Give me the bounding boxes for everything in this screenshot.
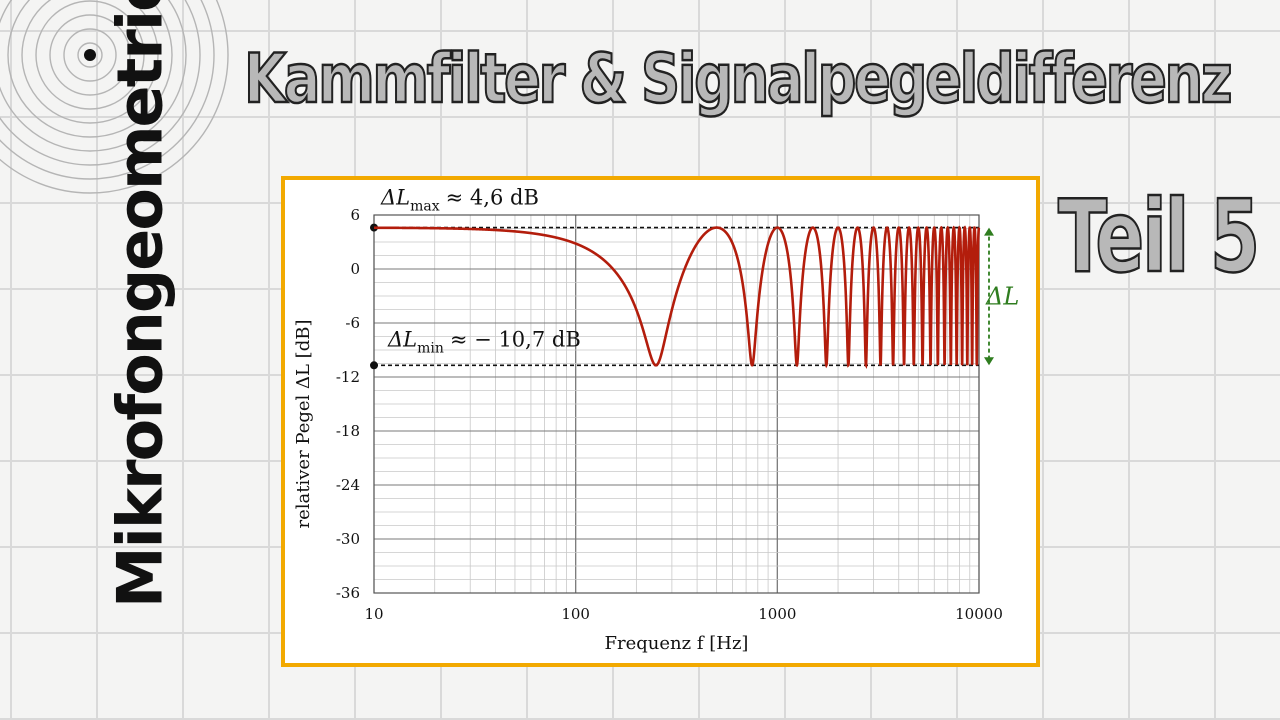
annotation-min-sub: min	[417, 340, 444, 356]
annotation-max-sub: max	[410, 199, 440, 215]
part-label: Teil 5	[1057, 177, 1261, 297]
annotation-max-symbol: ΔL	[380, 186, 410, 210]
annotation-min: ΔLmin ≈ − 10,7 dB	[387, 327, 581, 356]
x-tick-label: 100	[561, 605, 590, 623]
y-tick-label: 6	[350, 206, 360, 224]
annotation-min-value: ≈ − 10,7 dB	[450, 327, 581, 351]
y-tick-label: -24	[336, 476, 360, 494]
x-tick-label: 10	[364, 605, 383, 623]
series-line-comb-filter	[374, 225, 981, 370]
reference-lines	[370, 223, 994, 370]
page-title: Kammfilter & Signalpegeldifferenz	[243, 39, 1234, 121]
y-axis-label: relativer Pegel ΔL [dB]	[293, 320, 314, 529]
min-marker	[370, 361, 378, 370]
delta-range-label: ΔL	[985, 282, 1019, 310]
x-axis-label: Frequenz f [Hz]	[605, 633, 749, 654]
y-tick-label: -6	[345, 314, 360, 332]
y-tick-label: -30	[336, 530, 360, 548]
y-tick-label: -12	[336, 368, 360, 386]
x-tick-label: 1000	[758, 605, 796, 623]
concentric-rings-icon	[0, 0, 229, 194]
brand-name: Mikrofongeometrie	[103, 0, 177, 609]
delta-arrow-down	[984, 357, 994, 366]
x-tick-label: 10000	[955, 605, 1003, 623]
y-tick-label: -36	[336, 584, 360, 602]
chart-grid	[373, 214, 980, 594]
annotation-max: ΔLmax ≈ 4,6 dB	[380, 186, 539, 215]
chart-frame: 6 0 -6 -12 -18 -24 -30 -36 10 100 1000 10000 Freque…	[281, 176, 1040, 667]
annotation-max-value: ≈ 4,6 dB	[446, 186, 539, 210]
delta-arrow-up	[984, 227, 994, 236]
annotation-min-symbol: ΔL	[387, 327, 417, 351]
y-tick-label: -18	[336, 422, 360, 440]
y-tick-label: 0	[350, 260, 360, 278]
